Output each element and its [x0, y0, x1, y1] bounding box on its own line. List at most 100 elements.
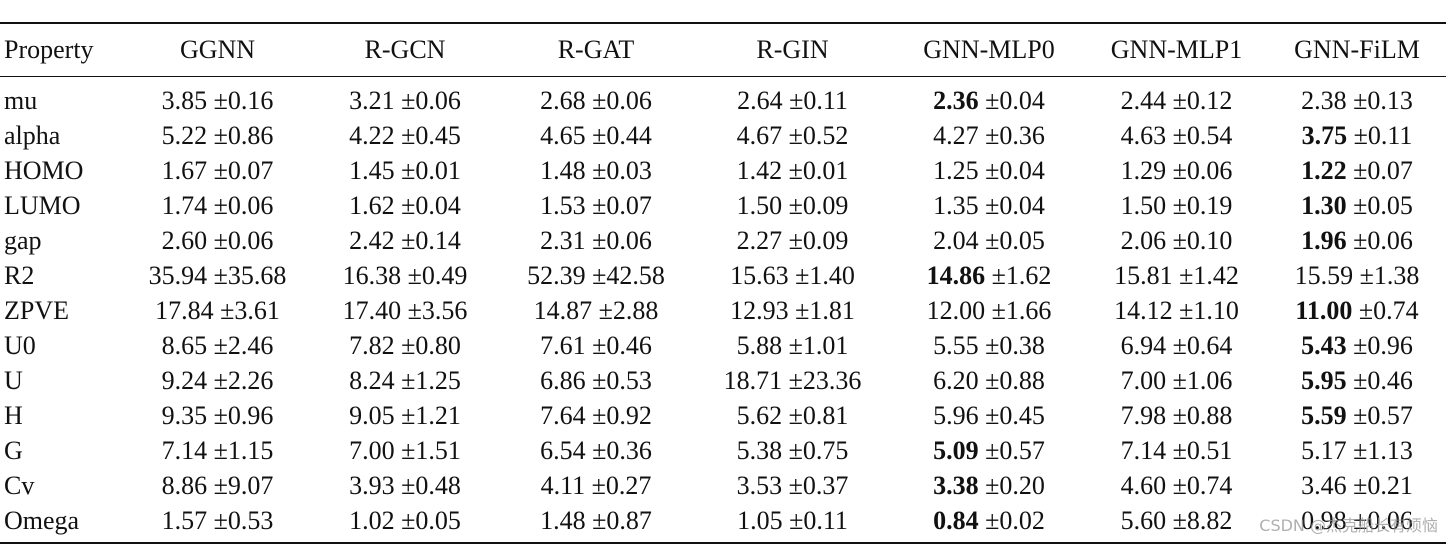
std: ±1.62	[991, 260, 1052, 290]
mean: 1.22	[1301, 155, 1347, 185]
mean: 8.86	[161, 470, 208, 500]
std: ±0.80	[401, 330, 461, 360]
std: ±1.21	[401, 400, 461, 430]
property-cell: mu	[4, 85, 38, 115]
mean: 1.53	[540, 190, 586, 220]
value-cell: 2.42 ±0.14	[310, 223, 500, 258]
mean: 1.29	[1120, 155, 1167, 185]
mean: 2.60	[161, 225, 208, 255]
value-cell: 1.48 ±0.87	[500, 503, 692, 543]
table-body: mu 3.85 ±0.16 3.21 ±0.06 2.68 ±0.06 2.64 ±0.…	[0, 77, 1446, 543]
value-cell: 35.94 ±35.68	[125, 258, 310, 293]
mean: 14.87	[533, 295, 593, 325]
value-cell: 4.22 ±0.45	[310, 118, 500, 153]
column-header: GGNN	[179, 35, 256, 64]
value-cell: 1.29 ±0.06	[1085, 153, 1268, 188]
value-cell: 1.53 ±0.07	[500, 188, 692, 223]
value-cell: 7.00 ±1.51	[310, 433, 500, 468]
value-cell: 3.85 ±0.16	[125, 77, 310, 119]
table-row: mu 3.85 ±0.16 3.21 ±0.06 2.68 ±0.06 2.64 ±0.…	[0, 77, 1446, 119]
value-cell: 1.74 ±0.06	[125, 188, 310, 223]
property-cell: alpha	[4, 120, 61, 150]
value-cell: 1.62 ±0.04	[310, 188, 500, 223]
std: ±0.81	[788, 400, 849, 430]
mean: 1.50	[1120, 190, 1167, 220]
mean: 4.63	[1120, 120, 1167, 150]
value-cell: 12.93 ±1.81	[692, 293, 893, 328]
value-cell: 3.46 ±0.21	[1268, 468, 1446, 503]
mean: 1.02	[349, 505, 395, 535]
mean: 1.25	[933, 155, 979, 185]
property-cell: Cv	[4, 470, 35, 500]
std: ±42.58	[592, 260, 665, 290]
std: ±0.04	[401, 190, 461, 220]
watermark: CSDN @杰克船长有烦恼	[1259, 516, 1438, 535]
std: ±0.11	[789, 85, 848, 115]
std: ±3.56	[407, 295, 468, 325]
mean: 15.63	[730, 260, 789, 290]
column-header: Property	[4, 35, 94, 64]
property-cell: G	[4, 435, 23, 465]
value-cell: 3.38 ±0.20	[893, 468, 1085, 503]
std: ±0.48	[401, 470, 461, 500]
mean: 7.82	[349, 330, 395, 360]
std: ±0.46	[1353, 365, 1413, 395]
std: ±0.06	[592, 85, 652, 115]
std: ±0.20	[985, 470, 1045, 500]
table-row: alpha 5.22 ±0.86 4.22 ±0.45 4.65 ±0.44 4.67 …	[0, 118, 1446, 153]
value-cell: 15.63 ±1.40	[692, 258, 893, 293]
property-cell: R2	[4, 260, 35, 290]
std: ±0.51	[1172, 435, 1233, 465]
std: ±0.52	[788, 120, 849, 150]
mean: 1.67	[161, 155, 208, 185]
mean: 2.04	[933, 225, 979, 255]
std: ±0.09	[788, 225, 849, 255]
mean: 1.57	[161, 505, 208, 535]
std: ±9.07	[213, 470, 274, 500]
std: ±1.51	[401, 435, 461, 465]
value-cell: 2.38 ±0.13	[1268, 77, 1446, 119]
std: ±0.13	[1353, 85, 1413, 115]
mean: 5.88	[736, 330, 783, 360]
mean: 1.48	[540, 505, 586, 535]
std: ±0.06	[1353, 225, 1413, 255]
std: ±1.15	[213, 435, 274, 465]
mean: 14.12	[1114, 295, 1173, 325]
value-cell: 5.09 ±0.57	[893, 433, 1085, 468]
mean: 1.96	[1301, 225, 1347, 255]
mean: 11.00	[1295, 295, 1353, 325]
results-table: Property GGNN R-GCN R-GAT R-GIN GNN-MLP0 GNN-M…	[0, 22, 1446, 544]
value-cell: 8.65 ±2.46	[125, 328, 310, 363]
value-cell: 4.63 ±0.54	[1085, 118, 1268, 153]
mean: 9.05	[349, 400, 395, 430]
value-cell: 3.93 ±0.48	[310, 468, 500, 503]
std: ±1.40	[795, 260, 855, 290]
value-cell: 2.27 ±0.09	[692, 223, 893, 258]
mean: 1.74	[161, 190, 208, 220]
mean: 15.81	[1114, 260, 1173, 290]
std: ±0.19	[1172, 190, 1233, 220]
value-cell: 2.04 ±0.05	[893, 223, 1085, 258]
mean: 4.27	[933, 120, 979, 150]
mean: 1.42	[736, 155, 783, 185]
std: ±0.96	[213, 400, 274, 430]
mean: 17.40	[342, 295, 402, 325]
value-cell: 2.44 ±0.12	[1085, 77, 1268, 119]
std: ±0.03	[592, 155, 652, 185]
mean: 2.42	[349, 225, 395, 255]
value-cell: 15.81 ±1.42	[1085, 258, 1268, 293]
std: ±0.45	[985, 400, 1045, 430]
value-cell: 1.25 ±0.04	[893, 153, 1085, 188]
mean: 3.53	[736, 470, 783, 500]
mean: 8.65	[161, 330, 208, 360]
mean: 2.36	[933, 85, 979, 115]
property-cell: U0	[4, 330, 36, 360]
value-cell: 14.87 ±2.88	[500, 293, 692, 328]
std: ±0.14	[401, 225, 461, 255]
mean: 4.11	[540, 470, 586, 500]
mean: 7.14	[161, 435, 208, 465]
value-cell: 1.67 ±0.07	[125, 153, 310, 188]
value-cell: 5.22 ±0.86	[125, 118, 310, 153]
std: ±0.11	[789, 505, 848, 535]
table-row: gap 2.60 ±0.06 2.42 ±0.14 2.31 ±0.06 2.27 ±0…	[0, 223, 1446, 258]
